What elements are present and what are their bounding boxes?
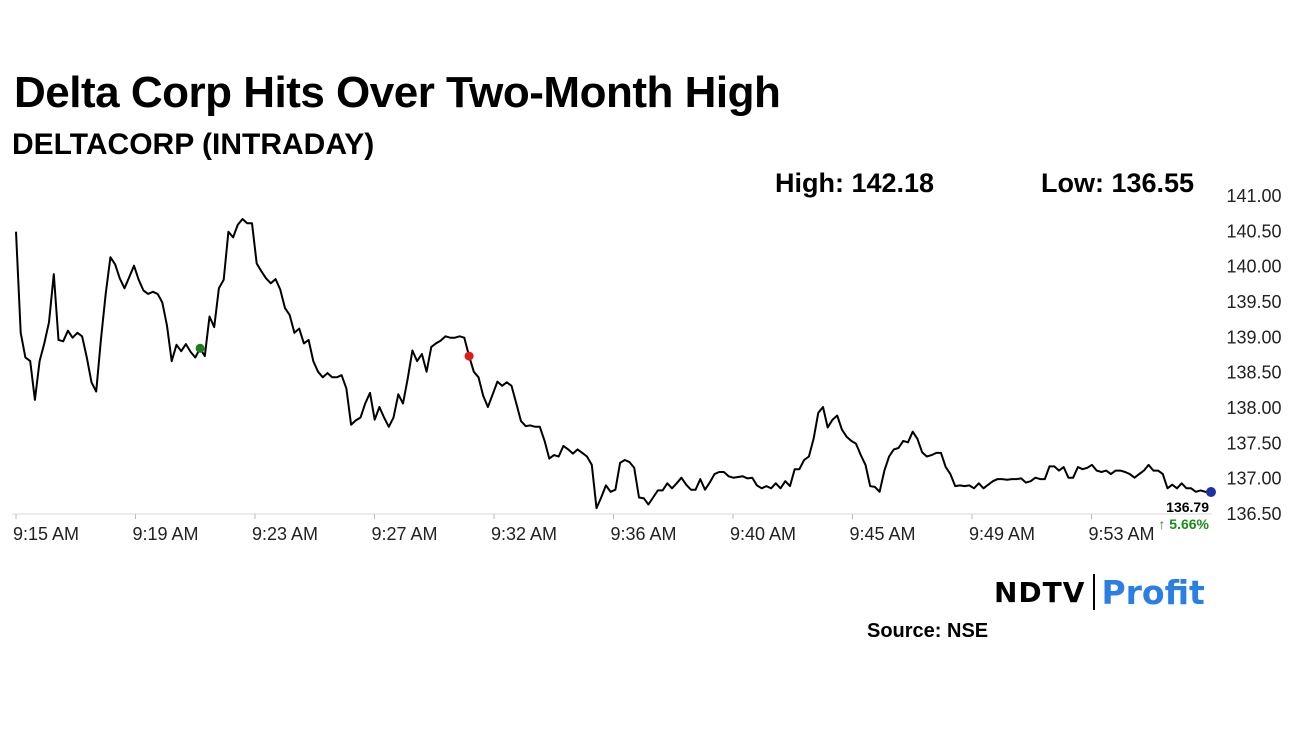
logo-profit-text: Profit (1101, 572, 1205, 612)
low-price-label: Low: 136.55 (1041, 168, 1195, 198)
x-tick-label: 9:23 AM (252, 524, 318, 544)
high-price-label: High: 142.18 (775, 168, 935, 198)
y-tick-label: 136.50 (1226, 504, 1281, 524)
ndtv-profit-logo: NDTV Profit (994, 572, 1205, 612)
x-axis: 9:15 AM 9:19 AM 9:23 AM 9:27 AM 9:32 AM 9:36 … (12, 513, 1212, 544)
high-point-marker (195, 343, 205, 353)
x-tick-label: 9:19 AM (133, 524, 199, 544)
last-price-marker (1206, 487, 1216, 497)
y-tick-label: 140.00 (1226, 257, 1281, 277)
x-tick-label: 9:45 AM (850, 524, 916, 544)
last-price-label: 136.79 (1166, 499, 1209, 515)
x-tick-label: 9:53 AM (1089, 524, 1155, 544)
logo-ndtv-text: NDTV (994, 575, 1086, 609)
x-tick-label: 9:49 AM (969, 524, 1035, 544)
chart-title: Delta Corp Hits Over Two-Month High (14, 68, 781, 117)
x-tick-label: 9:27 AM (372, 524, 438, 544)
x-tick-label: 9:40 AM (730, 524, 796, 544)
chart-subtitle: DELTACORP (INTRADAY) (12, 128, 375, 161)
y-tick-label: 140.50 (1226, 221, 1281, 241)
y-tick-label: 139.50 (1226, 292, 1281, 312)
y-tick-label: 137.00 (1226, 469, 1281, 489)
x-tick-label: 9:36 AM (611, 524, 677, 544)
x-tick-label: 9:15 AM (13, 524, 79, 544)
y-tick-label: 139.00 (1226, 327, 1281, 347)
x-tick-label: 9:32 AM (491, 524, 557, 544)
y-tick-label: 137.50 (1226, 433, 1281, 453)
y-axis: 141.00 140.50 140.00 139.50 139.00 138.50 138.… (1226, 186, 1281, 524)
y-tick-label: 138.50 (1226, 363, 1281, 383)
price-series-line (15, 218, 1211, 510)
low-point-marker (464, 351, 474, 361)
logo-divider (1093, 574, 1096, 610)
percent-change-label: ↑ 5.66% (1158, 516, 1209, 532)
y-tick-label: 141.00 (1226, 186, 1281, 206)
source-note: Source: NSE (867, 620, 989, 642)
y-tick-label: 138.00 (1226, 398, 1281, 418)
